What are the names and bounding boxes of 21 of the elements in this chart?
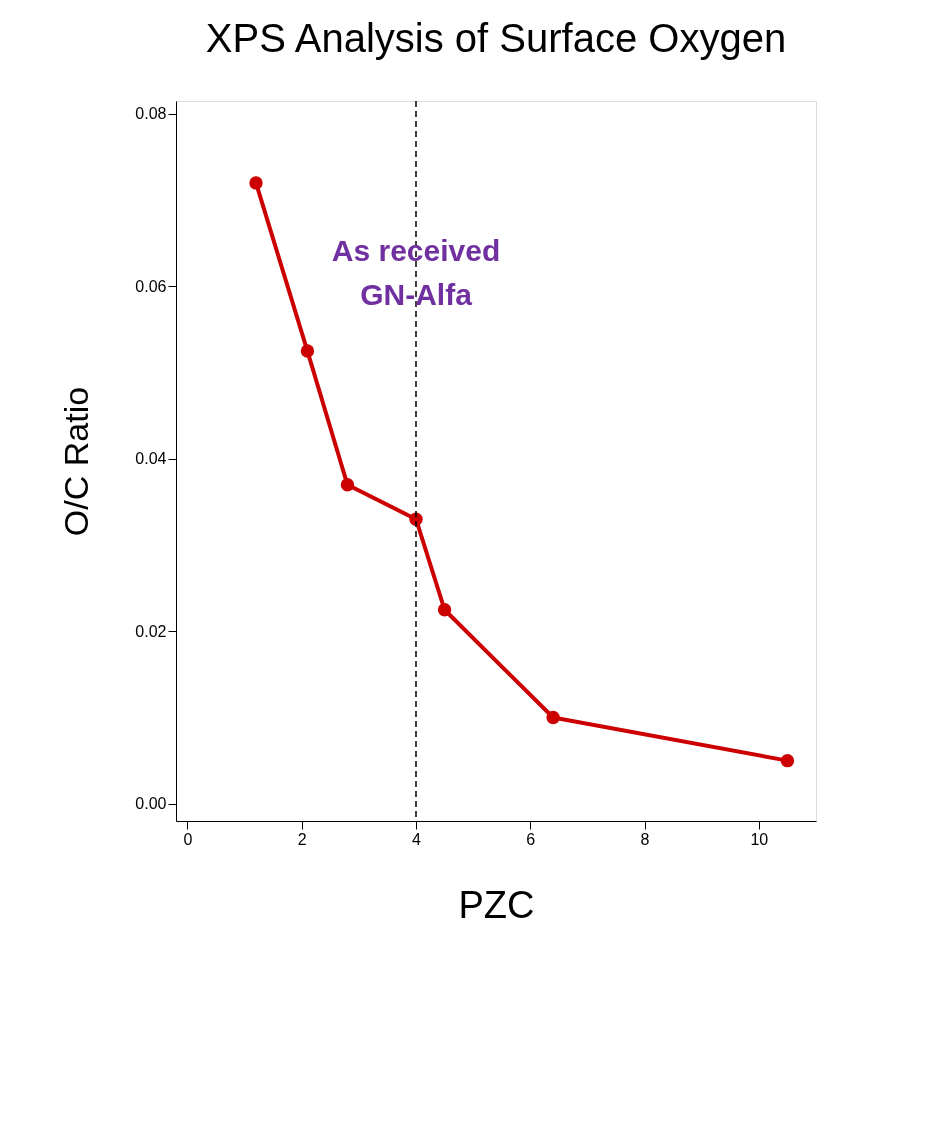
x-tick-label: 0 [183, 830, 193, 848]
x-axis-title: PZC [458, 883, 535, 926]
point [437, 603, 452, 617]
y-tick-label: 0.04 [135, 450, 167, 468]
point [300, 344, 315, 358]
y-tick-label: 0.00 [135, 795, 167, 813]
chart-title: XPS Analysis of Surface Oxygen [205, 16, 787, 61]
x-tick-label: 8 [640, 830, 650, 848]
point [546, 710, 560, 725]
point [780, 753, 795, 768]
x-tick-label: 6 [526, 830, 536, 848]
y-axis-title: O/C Ratio [57, 386, 96, 537]
y-tick-label: 0.08 [135, 105, 167, 123]
point [249, 176, 263, 190]
x-tick-label: 4 [412, 830, 422, 848]
point [340, 478, 355, 492]
y-tick-label: 0.02 [135, 622, 167, 640]
annotation: As received GN-Alfa [331, 233, 501, 311]
x-tick-label: 2 [297, 830, 307, 848]
y-tick-label: 0.06 [135, 277, 167, 295]
x-tick-label: 10 [750, 830, 769, 848]
